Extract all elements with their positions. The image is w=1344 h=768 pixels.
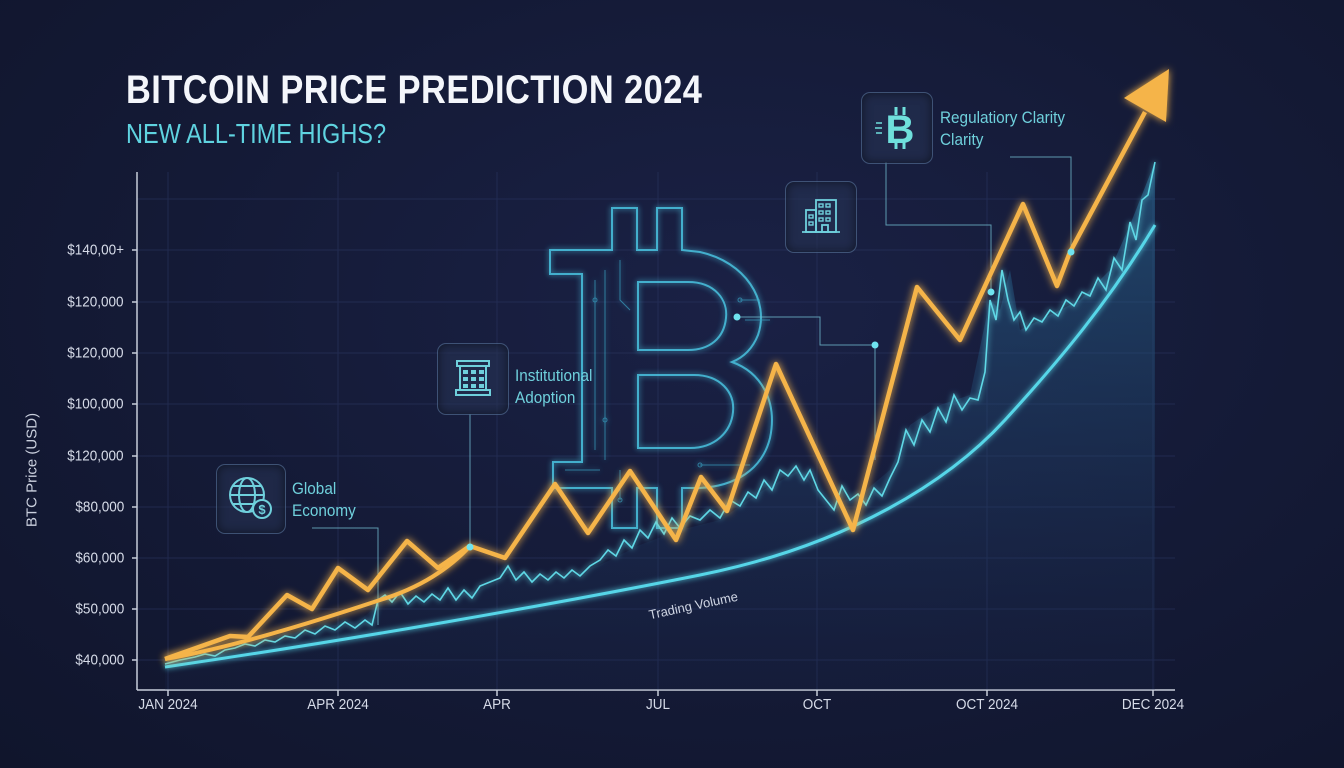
trading-volume-line	[164, 224, 1157, 669]
bitcoin-icon: B	[875, 107, 915, 152]
y-axis-title: BTC Price (USD)	[23, 412, 41, 528]
y-tick-label: $140,00+	[67, 241, 124, 259]
y-tick-label: $60,000	[75, 549, 124, 567]
x-tick-label: APR	[483, 696, 511, 713]
btc-price-line	[164, 161, 1156, 665]
callout-label: Global Economy	[292, 479, 356, 520]
x-tick-label: DEC 2024	[1121, 696, 1185, 713]
trend-line	[164, 544, 472, 661]
chart-subtitle: NEW ALL-TIME HIGHS?	[126, 118, 387, 149]
y-tick-label: $120,000	[67, 447, 124, 465]
x-tick-label: JUL	[645, 696, 671, 713]
callout-leaders	[312, 156, 1072, 625]
callout-office-building	[785, 181, 857, 253]
arrow-head-icon	[1124, 69, 1169, 122]
y-tick-label: $100,000	[67, 395, 124, 413]
chart-title: BITCOIN PRICE PREDICTION 2024	[126, 68, 703, 112]
callout-label: Regulatiory Clarity Clarity	[940, 108, 1066, 149]
x-tick-label: JAN 2024	[138, 696, 198, 713]
globe-dollar-icon: $	[229, 477, 272, 519]
y-tick-label: $120,000	[67, 293, 124, 311]
prediction-line	[164, 110, 1147, 662]
office-building-icon	[802, 199, 840, 233]
svg-text:B: B	[886, 108, 915, 152]
annotation-markers	[466, 248, 1075, 551]
x-tick-label: OCT 2024	[955, 696, 1019, 713]
y-tick-label: $120,000	[67, 344, 124, 362]
callout-regulatory-clarity: B	[861, 92, 933, 164]
y-tick-label: $80,000	[75, 498, 124, 516]
callout-global-economy: $	[216, 464, 286, 534]
callout-institutional-adoption	[437, 343, 509, 415]
price-area	[165, 162, 1155, 690]
y-tick-label: $40,000	[75, 651, 124, 669]
svg-text:$: $	[258, 502, 266, 517]
x-tick-label: OCT	[802, 696, 832, 713]
callout-label: Institutional Adoption	[515, 366, 593, 407]
y-tick-label: $50,000	[75, 600, 124, 618]
x-tick-label: APR 2024	[307, 696, 369, 713]
bank-building-icon	[455, 360, 491, 396]
